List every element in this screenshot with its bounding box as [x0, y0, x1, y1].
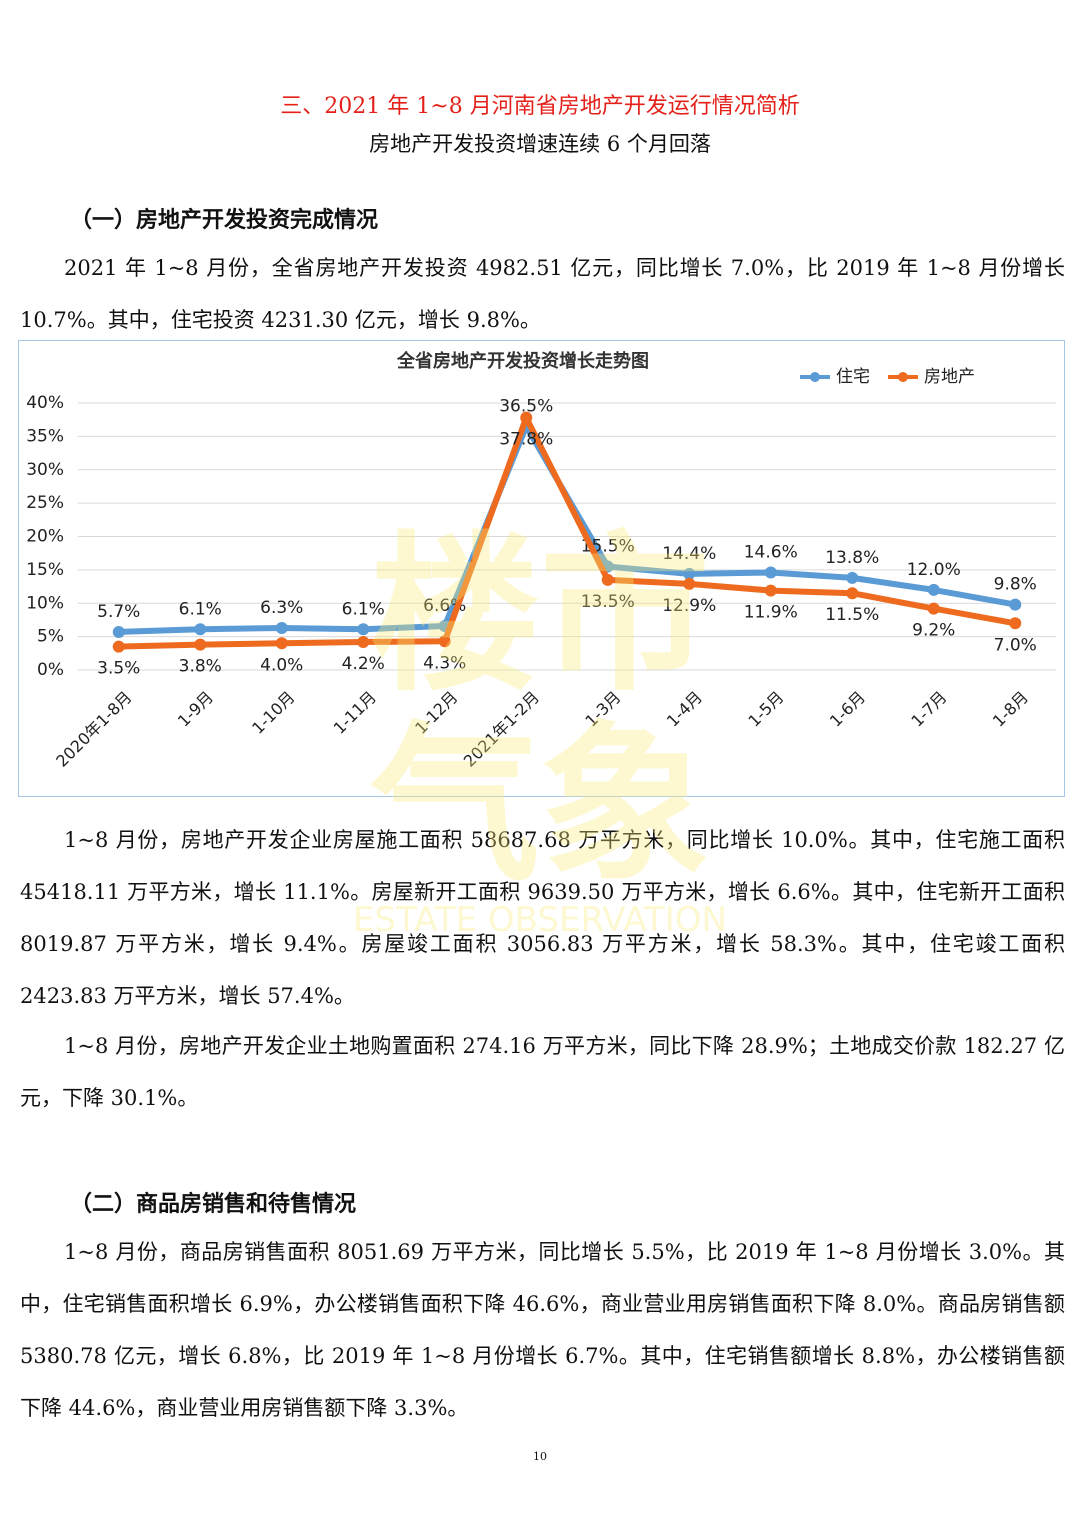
data-point	[927, 602, 940, 615]
paragraph: 2021 年 1~8 月份，全省房地产开发投资 4982.51 亿元，同比增长 …	[20, 256, 1065, 332]
data-label: 4.0%	[260, 655, 303, 675]
data-point	[275, 637, 288, 650]
data-point	[764, 584, 777, 597]
y-tick-label: 40%	[26, 393, 64, 413]
y-tick-label: 25%	[26, 493, 64, 513]
section-heading: （一）房地产开发投资完成情况	[70, 207, 379, 233]
data-label: 12.0%	[907, 560, 961, 580]
data-label: 12.9%	[662, 596, 716, 616]
data-point	[1009, 598, 1022, 611]
data-label: 13.8%	[825, 548, 879, 568]
data-label: 3.8%	[179, 657, 222, 677]
y-tick-label: 30%	[26, 460, 64, 480]
paragraph: 1~8 月份，房地产开发企业房屋施工面积 58687.68 万平方米，同比增长 …	[20, 828, 1065, 1008]
legend-swatch-dot	[810, 372, 820, 382]
data-label: 9.2%	[912, 621, 955, 641]
chart-frame	[18, 340, 1065, 797]
data-point	[194, 623, 207, 636]
data-point	[112, 625, 125, 638]
data-label: 5.7%	[97, 602, 140, 622]
data-label: 3.5%	[97, 659, 140, 679]
data-point	[438, 635, 451, 648]
data-label: 6.3%	[260, 598, 303, 618]
paragraph: 1~8 月份，房地产开发企业土地购置面积 274.16 万平方米，同比下降 28…	[20, 1034, 1065, 1110]
data-point	[357, 623, 370, 636]
data-point	[275, 621, 288, 634]
paragraph: 1~8 月份，商品房销售面积 8051.69 万平方米，同比增长 5.5%，比 …	[20, 1240, 1065, 1420]
data-point	[601, 573, 614, 586]
series-line	[118, 414, 1016, 650]
data-point	[112, 640, 125, 653]
data-label: 36.5%	[499, 396, 553, 416]
data-label: 9.8%	[994, 575, 1037, 595]
data-point	[520, 411, 533, 424]
chart: 全省房地产开发投资增长走势图 0% 5% 10% 15% 20% 25% 30% 35% 40%…	[18, 340, 1065, 797]
data-point	[927, 583, 940, 596]
data-label: 14.6%	[744, 543, 798, 563]
y-tick-label: 15%	[26, 560, 64, 580]
y-tick-label: 10%	[26, 593, 64, 613]
data-label: 4.2%	[342, 654, 385, 674]
data-label: 7.0%	[994, 635, 1037, 655]
data-point	[194, 638, 207, 651]
data-point	[683, 567, 696, 580]
chart-title: 全省房地产开发投资增长走势图	[396, 350, 649, 372]
data-label: 14.4%	[662, 544, 716, 564]
data-point	[764, 566, 777, 579]
legend-label: 房地产	[924, 367, 975, 387]
y-tick-label: 5%	[37, 627, 64, 647]
data-point	[846, 587, 859, 600]
doc-title: 三、2021 年 1~8 月河南省房地产开发运行情况简析	[280, 94, 800, 119]
section-heading: （二）商品房销售和待售情况	[70, 1191, 357, 1217]
doc-subtitle: 房地产开发投资增速连续 6 个月回落	[369, 132, 711, 156]
data-label: 4.3%	[423, 653, 466, 673]
data-point	[846, 571, 859, 584]
data-label: 13.5%	[581, 592, 635, 612]
y-tick-label: 0%	[37, 660, 64, 680]
page-number: 10	[533, 1450, 547, 1463]
data-point	[1009, 617, 1022, 630]
y-tick-label: 20%	[26, 527, 64, 547]
data-point	[357, 635, 370, 648]
data-label: 11.5%	[825, 605, 879, 625]
data-label: 6.1%	[342, 599, 385, 619]
data-label: 6.1%	[179, 599, 222, 619]
data-point	[683, 577, 696, 590]
data-label: 11.9%	[744, 603, 798, 623]
legend-swatch-dot	[898, 372, 908, 382]
y-tick-label: 35%	[26, 426, 64, 446]
legend-label: 住宅	[836, 367, 870, 387]
data-label: 37.8%	[499, 430, 553, 450]
